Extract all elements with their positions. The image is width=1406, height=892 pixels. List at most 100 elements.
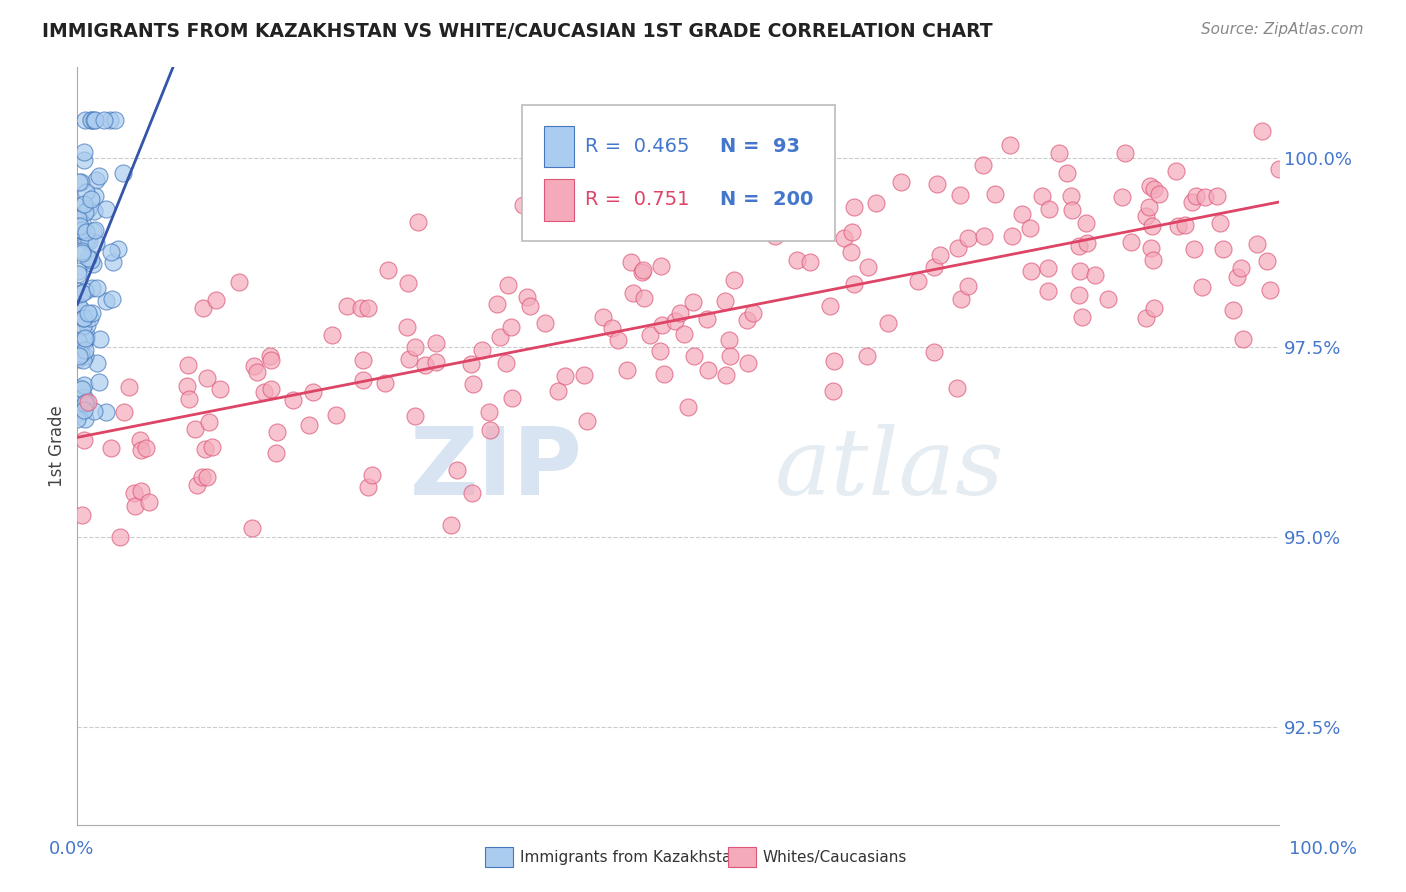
Point xyxy=(946,241,969,255)
Point xyxy=(336,300,359,314)
Point xyxy=(72,353,94,368)
Point xyxy=(823,384,845,398)
Point xyxy=(446,463,468,477)
Point xyxy=(1182,242,1205,256)
Point xyxy=(751,224,773,238)
Point xyxy=(844,200,866,214)
Point xyxy=(620,255,643,269)
Text: N =  200: N = 200 xyxy=(720,190,814,210)
Point xyxy=(72,318,94,333)
Point xyxy=(83,113,105,128)
Point xyxy=(765,228,787,243)
Point xyxy=(1222,303,1244,318)
Point xyxy=(1143,301,1166,316)
Point xyxy=(77,202,100,216)
Point xyxy=(264,446,287,460)
Point xyxy=(856,260,879,274)
Point xyxy=(1019,264,1042,278)
Point xyxy=(486,296,509,310)
Point xyxy=(737,313,759,327)
Point xyxy=(70,285,93,300)
Point xyxy=(66,211,89,226)
Point xyxy=(86,356,108,370)
Point xyxy=(301,384,323,399)
Point xyxy=(94,202,117,216)
Point xyxy=(668,306,690,320)
Point xyxy=(67,298,90,312)
Point xyxy=(107,243,129,257)
Point xyxy=(512,197,534,211)
Point xyxy=(205,293,228,308)
Point xyxy=(683,349,706,363)
Point xyxy=(799,255,821,269)
Point xyxy=(406,214,429,228)
Point xyxy=(70,382,93,396)
Point xyxy=(554,369,576,384)
Point xyxy=(70,405,93,419)
Point xyxy=(652,367,675,381)
Point xyxy=(1194,190,1216,204)
Point xyxy=(1074,216,1097,230)
Point xyxy=(1212,242,1234,256)
Point xyxy=(73,145,96,160)
Point xyxy=(1246,236,1268,251)
Point xyxy=(841,244,863,259)
Point xyxy=(357,480,380,494)
Point xyxy=(86,281,108,295)
Point xyxy=(103,255,125,269)
Point xyxy=(1135,209,1157,223)
Point xyxy=(1142,253,1164,268)
Point xyxy=(297,417,319,432)
Point xyxy=(66,285,89,299)
Point xyxy=(96,404,118,418)
Point xyxy=(177,358,200,372)
Point xyxy=(84,223,107,237)
Point xyxy=(1067,288,1090,302)
FancyBboxPatch shape xyxy=(522,105,835,241)
Point xyxy=(72,219,94,233)
Point xyxy=(439,518,461,533)
Point xyxy=(80,281,103,295)
Point xyxy=(495,356,517,370)
Point xyxy=(998,137,1021,152)
Point xyxy=(1267,161,1289,176)
Point xyxy=(1139,242,1161,256)
Point xyxy=(607,333,630,347)
Point xyxy=(80,113,103,128)
Point xyxy=(266,425,288,440)
Point xyxy=(1185,189,1208,203)
Point xyxy=(592,310,614,324)
Point xyxy=(1067,239,1090,253)
Point xyxy=(242,521,264,535)
Point xyxy=(69,339,91,353)
Point xyxy=(1114,146,1136,161)
Point xyxy=(929,247,952,261)
Point xyxy=(499,320,522,334)
Text: 0.0%: 0.0% xyxy=(49,840,94,858)
Point xyxy=(460,357,482,371)
Point xyxy=(922,344,945,359)
Point xyxy=(648,343,671,358)
Point xyxy=(1038,202,1060,216)
Point xyxy=(1069,263,1091,277)
Point xyxy=(124,499,146,513)
Point xyxy=(73,377,96,392)
Point xyxy=(396,276,419,290)
Point xyxy=(135,442,157,456)
Point xyxy=(600,320,623,334)
Point xyxy=(79,234,101,248)
Point xyxy=(70,198,93,212)
Point xyxy=(890,175,912,189)
Point xyxy=(101,292,124,306)
Point xyxy=(73,343,96,358)
Text: atlas: atlas xyxy=(775,424,1004,514)
Point xyxy=(956,279,979,293)
Point xyxy=(471,343,494,357)
Point xyxy=(650,260,672,274)
Point xyxy=(84,113,107,128)
Point xyxy=(84,173,107,187)
Point xyxy=(723,273,745,287)
Point xyxy=(70,222,93,236)
Point xyxy=(640,327,662,342)
Point xyxy=(76,251,98,265)
